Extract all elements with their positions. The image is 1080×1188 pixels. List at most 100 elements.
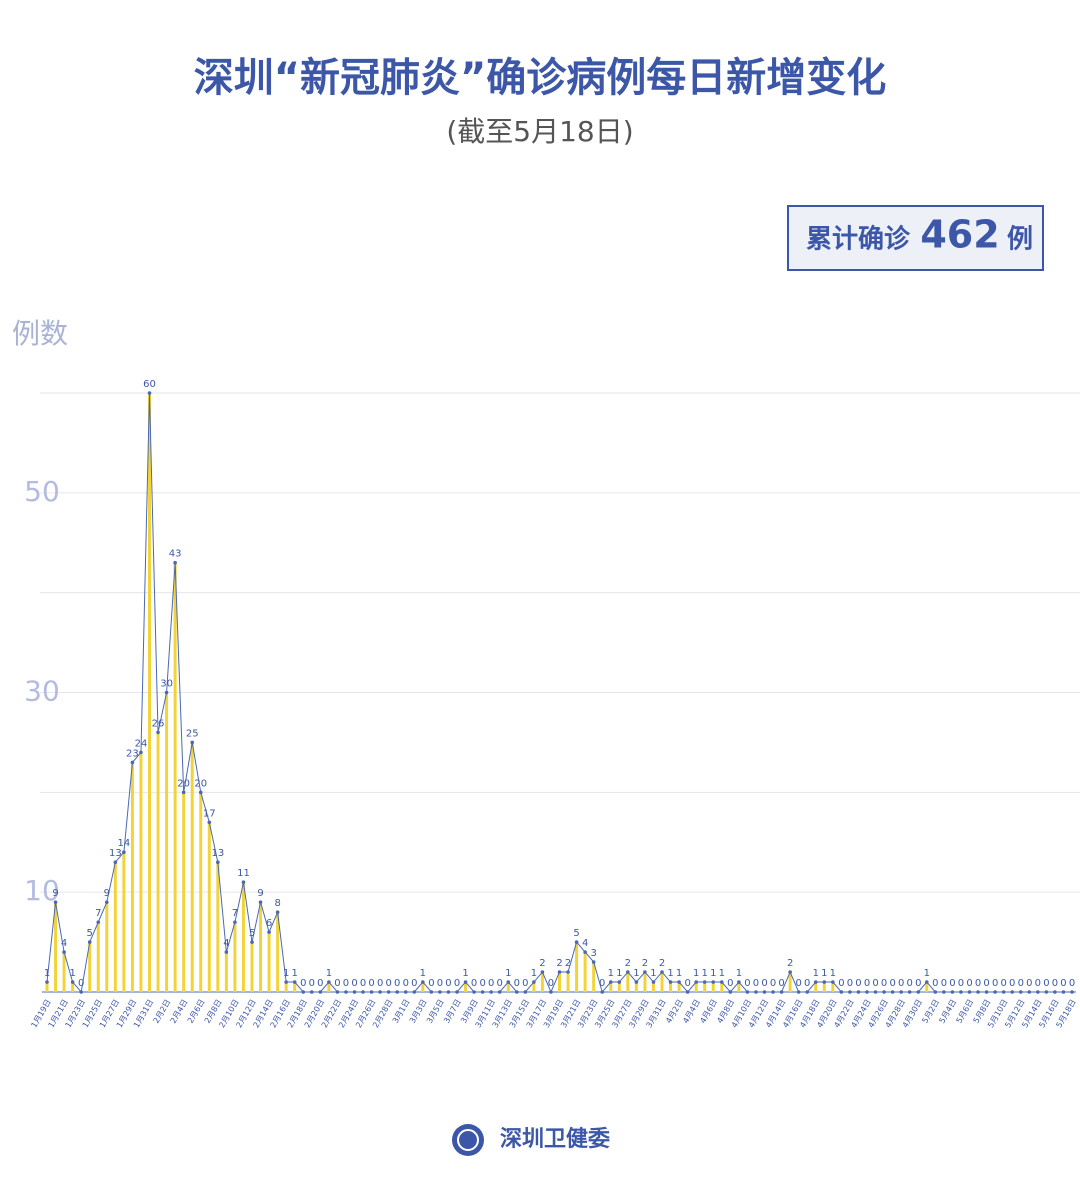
point: [771, 990, 775, 994]
value-label: 0: [992, 978, 998, 989]
value-label: 1: [676, 968, 682, 979]
value-label: 25: [186, 728, 199, 739]
point: [147, 391, 152, 395]
value-label: 9: [104, 888, 110, 899]
point: [395, 990, 400, 994]
value-label: 1: [710, 968, 716, 979]
point: [1001, 990, 1006, 994]
value-label: 2: [539, 958, 545, 969]
chart-subtitle: (截至5月18日): [446, 115, 633, 148]
bar: [788, 972, 792, 992]
value-label: 0: [78, 978, 84, 989]
value-label: 0: [804, 978, 810, 989]
value-label: 1: [830, 968, 836, 979]
point: [1044, 990, 1049, 994]
point: [651, 980, 656, 984]
value-label: 0: [889, 978, 895, 989]
point: [532, 980, 536, 984]
value-label: 1: [44, 968, 50, 979]
point: [583, 950, 587, 954]
bar: [814, 982, 818, 992]
value-label: 0: [727, 978, 733, 989]
point: [617, 980, 622, 984]
value-label: 0: [966, 978, 972, 989]
bar: [173, 562, 177, 992]
point: [122, 850, 126, 855]
value-label: 0: [548, 978, 554, 989]
value-label: 0: [428, 978, 434, 989]
source-logo: [452, 1124, 484, 1156]
bar: [660, 972, 664, 992]
point: [224, 950, 229, 954]
value-label: 20: [194, 778, 207, 789]
bar: [224, 952, 228, 992]
value-label: 0: [454, 978, 460, 989]
point: [967, 990, 972, 994]
value-label: 4: [61, 938, 67, 949]
point: [831, 980, 835, 984]
value-label: 60: [143, 379, 156, 390]
value-label: 0: [915, 978, 921, 989]
value-label: 1: [821, 968, 827, 979]
point: [643, 970, 647, 974]
point: [839, 990, 844, 994]
point: [668, 980, 673, 984]
point: [216, 860, 220, 865]
point: [677, 980, 681, 984]
point: [660, 970, 664, 974]
point: [275, 910, 280, 914]
bar: [558, 972, 561, 992]
point: [865, 990, 869, 994]
bar: [54, 902, 58, 992]
bar: [566, 972, 570, 992]
point: [626, 970, 630, 974]
bar: [421, 982, 425, 992]
bar: [737, 982, 741, 992]
bar: [694, 982, 698, 992]
point: [1070, 990, 1074, 994]
value-label: 0: [761, 978, 767, 989]
bar: [711, 982, 715, 992]
point: [976, 990, 980, 994]
point: [950, 990, 955, 994]
value-label: 1: [505, 968, 511, 979]
point: [463, 980, 468, 984]
point: [250, 940, 254, 944]
bar: [259, 902, 263, 992]
value-label: 0: [958, 978, 964, 989]
summary-value: 462: [920, 213, 999, 257]
bar: [643, 972, 647, 992]
value-label: 0: [488, 978, 494, 989]
point: [745, 990, 750, 994]
point: [566, 970, 570, 974]
value-label: 0: [1009, 978, 1015, 989]
point: [113, 860, 118, 865]
value-label: 4: [582, 938, 588, 949]
value-label: 0: [334, 978, 340, 989]
source: 深圳卫健委: [500, 1126, 610, 1152]
summary-suffix: 例: [1007, 225, 1033, 255]
point: [719, 980, 724, 984]
value-label: 1: [702, 968, 708, 979]
value-label: 0: [497, 978, 503, 989]
point: [514, 990, 519, 994]
point: [728, 990, 733, 994]
point: [694, 980, 698, 984]
bar: [634, 982, 638, 992]
bar: [199, 792, 203, 992]
point: [386, 990, 391, 994]
value-label: 8: [274, 898, 280, 909]
value-label: 0: [1000, 978, 1006, 989]
point: [489, 990, 493, 994]
value-label: 0: [855, 978, 861, 989]
value-label: 2: [659, 958, 665, 969]
bar: [669, 982, 673, 992]
point: [1036, 990, 1040, 994]
bar: [831, 982, 835, 992]
bar: [506, 982, 510, 992]
value-label: 0: [1069, 978, 1075, 989]
bar: [113, 862, 117, 992]
point: [796, 990, 801, 994]
bar: [626, 972, 630, 992]
